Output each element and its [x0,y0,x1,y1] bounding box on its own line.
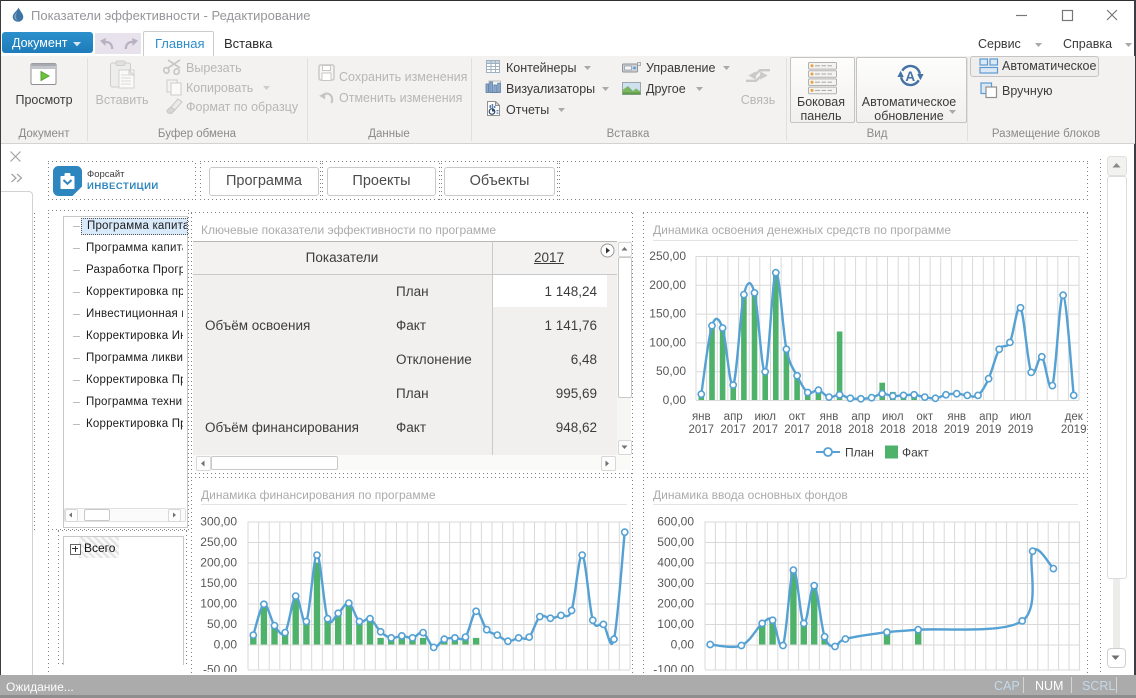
svg-text:100,00: 100,00 [649,335,686,349]
svg-text:300,00: 300,00 [200,515,237,529]
svg-text:окт: окт [916,411,934,423]
svg-text:июл: июл [882,411,904,423]
svg-text:200,00: 200,00 [200,556,237,570]
svg-text:2017: 2017 [689,424,715,436]
svg-text:-100,00: -100,00 [653,663,694,673]
svg-text:100,00: 100,00 [657,617,694,631]
svg-text:0,00: 0,00 [214,638,238,652]
svg-text:янв: янв [692,411,711,423]
svg-text:200,00: 200,00 [657,597,694,611]
svg-text:50,00: 50,00 [207,617,237,631]
svg-text:Факт: Факт [902,446,929,460]
svg-text:500,00: 500,00 [657,535,694,549]
svg-text:2017: 2017 [752,424,778,436]
svg-text:100,00: 100,00 [200,597,237,611]
svg-text:апр: апр [979,411,998,423]
svg-text:2019: 2019 [976,424,1002,436]
svg-text:дек: дек [1065,411,1084,423]
svg-text:апр: апр [724,411,743,423]
svg-text:янв: янв [947,411,966,423]
svg-text:янв: янв [820,411,839,423]
svg-text:2018: 2018 [816,424,842,436]
svg-text:План: План [845,446,874,460]
svg-text:2019: 2019 [1008,424,1034,436]
svg-text:50,00: 50,00 [656,364,686,378]
svg-text:200,00: 200,00 [649,278,686,292]
svg-text:400,00: 400,00 [657,556,694,570]
svg-text:июл: июл [754,411,776,423]
svg-text:2017: 2017 [720,424,746,436]
svg-text:0,00: 0,00 [663,393,687,407]
svg-text:2018: 2018 [848,424,874,436]
svg-text:2017: 2017 [784,424,810,436]
svg-text:250,00: 250,00 [200,535,237,549]
svg-text:окт: окт [789,411,807,423]
svg-text:150,00: 150,00 [649,307,686,321]
svg-text:июл: июл [1010,411,1032,423]
svg-text:-50,00: -50,00 [203,663,237,673]
svg-text:250,00: 250,00 [649,249,686,263]
svg-text:0,00: 0,00 [671,638,695,652]
svg-text:150,00: 150,00 [200,576,237,590]
svg-text:2018: 2018 [912,424,938,436]
svg-text:300,00: 300,00 [657,576,694,590]
svg-text:2019: 2019 [944,424,970,436]
svg-text:2019: 2019 [1061,424,1087,436]
svg-text:600,00: 600,00 [657,515,694,529]
svg-text:апр: апр [851,411,870,423]
svg-text:A: A [905,69,915,84]
svg-text:2018: 2018 [880,424,906,436]
